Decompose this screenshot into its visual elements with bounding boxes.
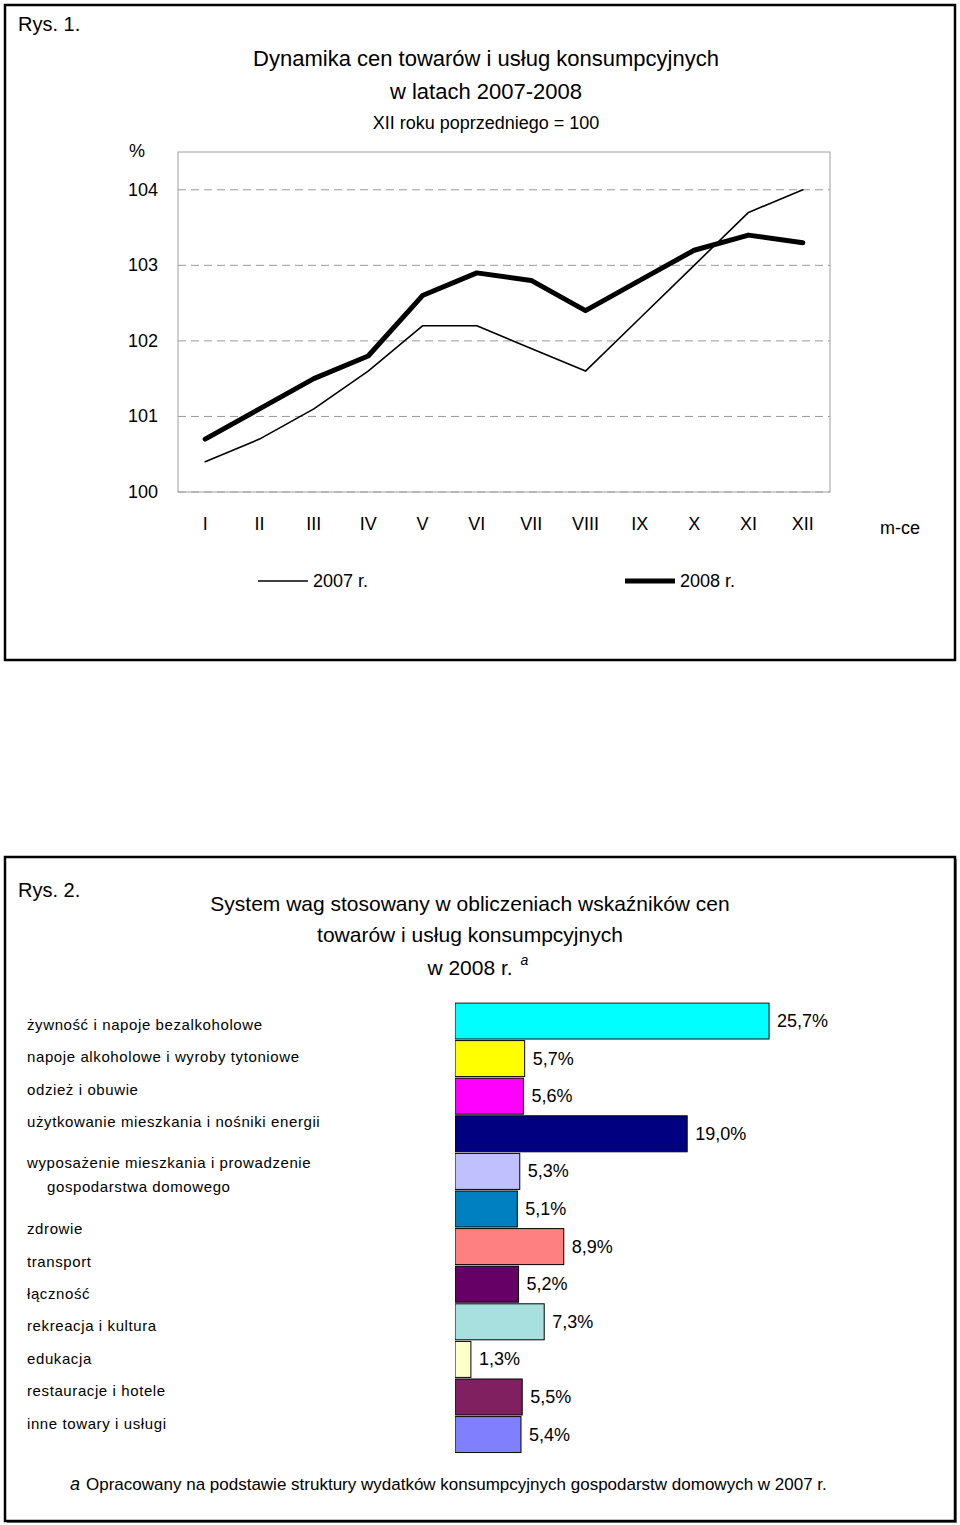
category-line: inne towary i usługi bbox=[27, 1415, 167, 1432]
legend-swatch bbox=[625, 579, 675, 584]
y-tick-label: 101 bbox=[128, 406, 158, 426]
x-tick-label: XI bbox=[740, 514, 757, 534]
data-label: 5,1% bbox=[525, 1199, 566, 1219]
category-line: żywność i napoje bezalkoholowe bbox=[27, 1016, 263, 1033]
bar bbox=[455, 1078, 523, 1114]
grid-line bbox=[178, 265, 830, 266]
data-label: 5,3% bbox=[528, 1161, 569, 1181]
bar bbox=[455, 1417, 521, 1453]
x-tick-label: II bbox=[254, 514, 264, 534]
data-label: 5,2% bbox=[527, 1274, 568, 1294]
title-line: System wag stosowany w obliczeniach wska… bbox=[210, 892, 729, 915]
data-label: 5,4% bbox=[529, 1425, 570, 1445]
data-label: 8,9% bbox=[572, 1237, 613, 1257]
category-label: odzież i obuwie bbox=[27, 1081, 139, 1098]
bar bbox=[455, 1191, 517, 1227]
series-line bbox=[205, 235, 803, 439]
bar-chart: Rys. 2. System wag stosowany w obliczenia… bbox=[5, 857, 957, 1523]
x-tick-label: VII bbox=[520, 514, 542, 534]
bar bbox=[455, 1341, 471, 1377]
category-line: łączność bbox=[27, 1285, 90, 1302]
category-label: napoje alkoholowe i wyroby tytoniowe bbox=[27, 1048, 300, 1065]
figure-label: Rys. 1. bbox=[18, 13, 80, 35]
series-line bbox=[205, 190, 803, 462]
legend-label: 2008 r. bbox=[680, 571, 735, 591]
y-tick-label: 103 bbox=[128, 255, 158, 275]
bar bbox=[455, 1116, 687, 1152]
title-line: w latach 2007-2008 bbox=[389, 79, 582, 104]
title-line: Dynamika cen towarów i usług konsumpcyjn… bbox=[253, 46, 719, 71]
y-tick-label: 104 bbox=[128, 180, 158, 200]
category-line: zdrowie bbox=[27, 1220, 83, 1237]
x-tick-label: III bbox=[306, 514, 321, 534]
category-line: wyposażenie mieszkania i prowadzenie bbox=[26, 1154, 311, 1171]
x-tick-label: V bbox=[416, 514, 428, 534]
x-tick-label: I bbox=[203, 514, 208, 534]
category-label: żywność i napoje bezalkoholowe bbox=[27, 1016, 263, 1033]
data-label: 5,6% bbox=[531, 1086, 572, 1106]
x-tick-label: IV bbox=[360, 514, 377, 534]
bar bbox=[455, 1304, 544, 1340]
legend-label: 2007 r. bbox=[313, 571, 368, 591]
data-label: 19,0% bbox=[695, 1124, 746, 1144]
footnote: Opracowany na podstawie struktury wydatk… bbox=[86, 1475, 827, 1494]
category-label: wyposażenie mieszkania i prowadzenie gosp… bbox=[26, 1154, 311, 1195]
x-tick-label: VIII bbox=[572, 514, 599, 534]
title-line: w 2008 r. bbox=[426, 956, 512, 979]
bar bbox=[455, 1379, 522, 1415]
bar bbox=[455, 1266, 519, 1302]
category-line: rekreacja i kultura bbox=[27, 1317, 157, 1334]
category-line: transport bbox=[27, 1253, 92, 1270]
x-tick-label: IX bbox=[631, 514, 648, 534]
x-axis-label: m-ce bbox=[880, 518, 920, 538]
subtitle: XII roku poprzedniego = 100 bbox=[373, 113, 600, 133]
category-line: użytkowanie mieszkania i nośniki energii bbox=[27, 1113, 320, 1130]
title-note-marker: a bbox=[521, 952, 529, 968]
grid-line bbox=[178, 340, 830, 341]
category-line: edukacja bbox=[27, 1350, 92, 1367]
data-label: 5,7% bbox=[533, 1049, 574, 1069]
chart-border bbox=[5, 857, 955, 1521]
y-tick-label: 100 bbox=[128, 482, 158, 502]
data-label: 5,5% bbox=[530, 1387, 571, 1407]
category-label: łączność bbox=[27, 1285, 90, 1302]
title: Dynamika cen towarów i usług konsumpcyjn… bbox=[253, 46, 719, 104]
category-line: gospodarstwa domowego bbox=[47, 1178, 231, 1195]
series-group bbox=[205, 190, 803, 462]
plot-frame bbox=[178, 152, 830, 492]
category-label: transport bbox=[27, 1253, 92, 1270]
bar bbox=[455, 1229, 564, 1265]
page: Rys. 1. Dynamika cen towarów i usług kons… bbox=[0, 0, 960, 1525]
category-label: użytkowanie mieszkania i nośniki energii bbox=[27, 1113, 320, 1130]
x-tick-label: XII bbox=[792, 514, 814, 534]
data-label: 25,7% bbox=[777, 1011, 828, 1031]
footnote-marker: a bbox=[70, 1474, 80, 1494]
bars-group bbox=[455, 1003, 769, 1453]
category-line: napoje alkoholowe i wyroby tytoniowe bbox=[27, 1048, 300, 1065]
grid-line bbox=[178, 416, 830, 417]
data-label: 1,3% bbox=[479, 1349, 520, 1369]
y-axis-label: % bbox=[129, 141, 145, 161]
title-line: towarów i usług konsumpcyjnych bbox=[317, 923, 623, 946]
legend-swatch bbox=[258, 580, 308, 582]
bar bbox=[455, 1003, 769, 1039]
figure-label: Rys. 2. bbox=[18, 879, 80, 901]
x-tick-label: VI bbox=[468, 514, 485, 534]
category-label: restauracje i hotele bbox=[27, 1382, 166, 1399]
line-chart: Rys. 1. Dynamika cen towarów i usług kons… bbox=[5, 5, 955, 660]
x-tick-label: X bbox=[688, 514, 700, 534]
category-line: restauracje i hotele bbox=[27, 1382, 166, 1399]
category-label: edukacja bbox=[27, 1350, 92, 1367]
chart-border bbox=[5, 5, 955, 660]
bar bbox=[455, 1041, 525, 1077]
data-label: 7,3% bbox=[552, 1312, 593, 1332]
category-label: zdrowie bbox=[27, 1220, 83, 1237]
title: System wag stosowany w obliczeniach wska… bbox=[210, 892, 729, 979]
y-tick-label: 102 bbox=[128, 331, 158, 351]
bar bbox=[455, 1153, 520, 1189]
category-label: inne towary i usługi bbox=[27, 1415, 167, 1432]
category-line: odzież i obuwie bbox=[27, 1081, 139, 1098]
grid-line bbox=[178, 189, 830, 190]
category-label: rekreacja i kultura bbox=[27, 1317, 157, 1334]
